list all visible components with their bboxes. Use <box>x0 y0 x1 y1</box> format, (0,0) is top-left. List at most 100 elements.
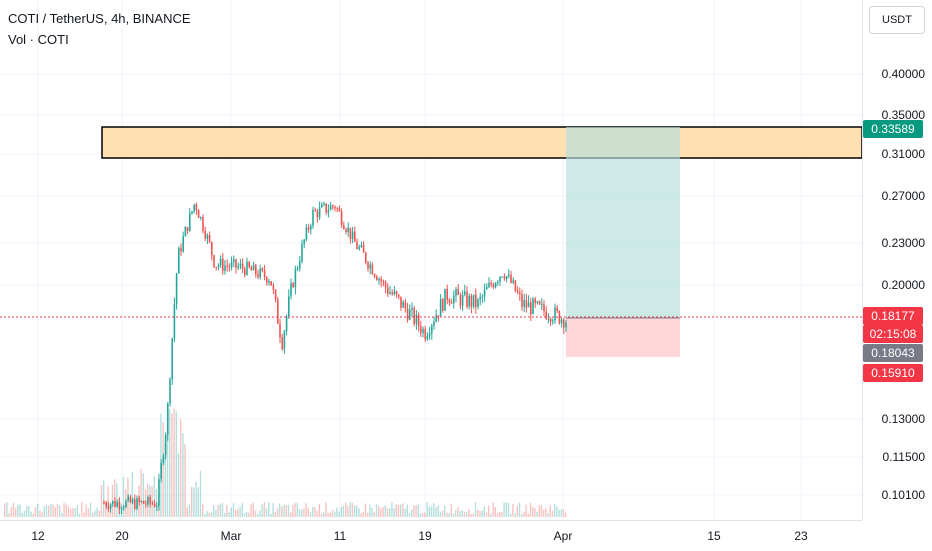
candle-body <box>127 496 129 501</box>
candle-body <box>120 508 123 510</box>
candle-body <box>360 245 363 248</box>
chart-area[interactable]: COTI / TetherUS, 4h, BINANCE Vol · COTI <box>0 0 862 520</box>
candle-body <box>270 281 272 286</box>
volume-bar <box>96 507 98 517</box>
volume-bar <box>186 507 188 517</box>
candle-body <box>156 506 158 508</box>
currency-selector-button[interactable]: USDT <box>869 6 925 34</box>
price-tick: 0.40000 <box>881 67 925 81</box>
volume-bar <box>213 504 215 517</box>
price-axis[interactable]: USDT 0.40000 0.35000 0.31000 0.27000 0.2… <box>862 0 932 520</box>
candle-body <box>268 281 270 283</box>
candle-body <box>307 227 310 230</box>
time-axis[interactable]: 12 20 Mar 11 19 Apr 15 23 <box>0 520 862 551</box>
volume-bar <box>217 505 219 517</box>
long-position-target-area[interactable] <box>566 127 680 318</box>
symbol-title[interactable]: COTI / TetherUS, 4h, BINANCE <box>8 11 191 26</box>
candle-body <box>314 209 316 212</box>
candle-body <box>444 288 446 311</box>
candle-body <box>195 204 198 211</box>
candle-body <box>125 500 127 508</box>
volume-bar <box>193 487 195 517</box>
candle-body <box>283 331 286 349</box>
volume-bar <box>534 508 536 517</box>
candle-body <box>422 328 424 334</box>
volume-bar <box>543 509 545 517</box>
volume-bar <box>292 504 294 517</box>
candle-body <box>358 247 360 249</box>
time-tick: 12 <box>31 529 45 543</box>
chart-canvas[interactable] <box>0 0 862 520</box>
long-position-stop-area[interactable] <box>566 318 680 357</box>
candle-body <box>563 319 565 328</box>
time-tick: 23 <box>794 529 808 543</box>
candle-body <box>450 302 453 304</box>
candle-body <box>255 264 257 275</box>
candle-body <box>246 261 248 275</box>
candle-body <box>169 379 171 404</box>
volume-bar <box>391 502 393 517</box>
volume-bar <box>283 504 285 517</box>
candle-body <box>435 315 437 322</box>
volume-bar <box>17 504 19 517</box>
candle-body <box>404 302 407 309</box>
candle-body <box>497 281 499 283</box>
candle-body <box>343 225 345 230</box>
candle-body <box>175 273 178 304</box>
candle-body <box>131 499 134 503</box>
volume-bar <box>562 508 565 517</box>
volume-bar <box>351 502 353 517</box>
volume-bar <box>507 503 510 517</box>
candle-body <box>292 283 294 288</box>
candle-body <box>285 316 288 332</box>
candle-body <box>215 266 217 268</box>
volume-legend[interactable]: Vol · COTI <box>8 32 69 47</box>
candle-body <box>492 284 495 288</box>
candle-body <box>477 299 479 307</box>
volume-bar <box>37 503 39 517</box>
volume-bar <box>290 512 292 517</box>
volume-bar <box>362 511 364 517</box>
volume-bar <box>70 508 72 517</box>
volume-bar <box>107 486 109 517</box>
candle-body <box>457 289 459 295</box>
volume-bar <box>12 502 15 517</box>
candle-body <box>382 281 385 283</box>
candle-body <box>312 209 314 226</box>
volume-bar <box>177 452 180 517</box>
candle-body <box>213 254 215 267</box>
candle-body <box>354 231 356 242</box>
candle-body <box>406 308 409 320</box>
candlesticks[interactable] <box>103 201 567 515</box>
volume-bar <box>61 512 63 517</box>
volume-bar <box>318 503 320 517</box>
time-tick: Apr <box>553 529 573 543</box>
volume-bar <box>226 505 228 517</box>
candle-body <box>294 269 297 288</box>
candle-body <box>439 299 442 317</box>
candle-body <box>545 311 547 319</box>
candle-body <box>241 263 244 269</box>
resistance-zone[interactable] <box>101 126 862 159</box>
candle-body <box>200 217 202 219</box>
candle-body <box>145 503 147 505</box>
candle-body <box>373 274 376 277</box>
volume-bar <box>384 505 386 517</box>
candle-body <box>281 337 283 349</box>
candle-body <box>527 302 530 308</box>
volume-bar <box>382 507 384 517</box>
candle-body <box>351 231 354 239</box>
volume-bar <box>83 512 85 517</box>
candle-body <box>263 270 266 278</box>
volume-bar <box>263 502 265 517</box>
volume-bar <box>367 512 369 517</box>
price-tick: 0.35000 <box>881 108 925 122</box>
candle-body <box>505 276 508 279</box>
volume-bar <box>259 510 261 517</box>
volume-bar <box>206 511 208 517</box>
volume-bar <box>248 512 250 517</box>
volume-bar <box>56 503 59 517</box>
candle-body <box>488 282 490 288</box>
volume-bar <box>182 433 184 517</box>
time-tick: 20 <box>115 529 129 543</box>
